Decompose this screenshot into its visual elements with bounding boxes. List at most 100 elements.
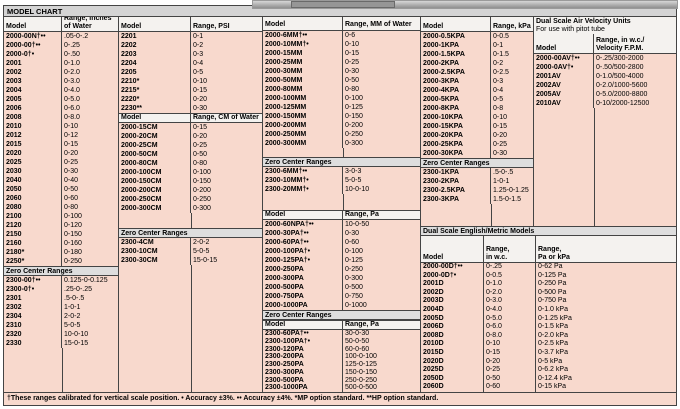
range-cell: 0-125 Pa — [538, 271, 567, 279]
model-cell: 2000-125MM — [263, 102, 343, 112]
model-cell: 2000-150CM — [119, 177, 191, 186]
model-cell: 2215* — [119, 86, 191, 95]
model-cell: 2000-10MM†• — [263, 39, 343, 49]
header-band-pa: Model Range, Pa — [263, 210, 420, 220]
english-metric-title: Dual Scale English/Metric Models — [421, 226, 676, 236]
model-cell: 2000-20CM — [119, 132, 191, 141]
table-row: 2005AV 0-5.0/2000-8800 — [534, 90, 676, 99]
column-header-model: Model — [263, 321, 343, 329]
model-cell: 2300-10CM — [119, 247, 191, 256]
model-cell: 2000-200CM — [119, 186, 191, 195]
table-row: 2025D 0-25 0-6.2 kPa — [421, 366, 676, 375]
range-cell: 0-2.5 kPa — [538, 340, 568, 348]
model-cell: 2050 — [4, 185, 62, 194]
model-cell: 2000-0†• — [4, 50, 62, 59]
model-cell: 2250* — [4, 257, 62, 266]
range-cell: 0-1 — [493, 42, 504, 49]
model-cell: 2201 — [119, 32, 191, 41]
table-row: 2202 0-2 — [119, 41, 262, 50]
table-row: 2000-100CM 0-100 — [119, 168, 262, 177]
range-cell: 10-0-10 — [345, 185, 370, 193]
column-header-range-kpa: Range, kPa — [493, 22, 531, 30]
range-cell: 0-100 — [64, 213, 82, 220]
table-row: 2030 0-30 — [4, 167, 118, 176]
model-cell: 2220* — [119, 95, 191, 104]
model-cell: 2000-3KPA — [421, 77, 491, 86]
top-scrollbar[interactable] — [252, 0, 678, 9]
model-cell: 2003D — [421, 297, 484, 306]
zero-center-ranges-bar: Zero Center Ranges — [119, 228, 262, 238]
table-row: 2000-60PA†•• 0-60 — [263, 238, 420, 247]
range-cell: 0-120 — [64, 222, 82, 229]
inches-rows: 2000-00N†•• .05-0-.2 2000-00†•• 0-.25 2000-0… — [4, 32, 118, 266]
column-header-range-cm: Range, CM of Water — [193, 114, 259, 121]
model-cell: 2004 — [4, 86, 62, 95]
model-cell: 2006 — [4, 104, 62, 113]
empty-cells — [263, 193, 420, 210]
table-row: 2000-30MM 0-30 — [263, 66, 420, 76]
range-cell: 50-0-50 — [345, 337, 370, 345]
column-header-model: Model — [421, 17, 491, 31]
model-cell: 2008 — [4, 113, 62, 122]
range-cell: 0-200 — [193, 187, 211, 194]
table-row: 2000-60NPA†•• 10-0-50 — [263, 220, 420, 229]
column-header-range-velocity: Range, in w.c./ Velocity F.P.M. — [596, 37, 645, 52]
range-cell: 0-1 — [193, 33, 204, 40]
table-row: 2003D 0-3.0 0-750 Pa — [421, 297, 676, 306]
range-cell: 0-0.5 — [484, 271, 536, 281]
range-cell: 0-160 — [64, 240, 82, 247]
range-cell: 0-1.5 — [493, 51, 509, 58]
table-row: 2000-125PA†• 0-125 — [263, 256, 420, 265]
model-cell: 2002D — [421, 288, 484, 298]
range-cell: 0-15 — [484, 348, 536, 358]
table-row: 2000-25CM 0-25 — [119, 141, 262, 150]
empty-cells — [119, 213, 262, 228]
model-cell: 2000-00D†•• — [421, 263, 484, 272]
range-cell: 150-0-150 — [345, 368, 377, 376]
column-group-kpa: Model Range, kPa 2000-0.5KPA 0-0.5 2000-1K… — [421, 17, 534, 226]
table-row: 2220* 0-20 — [119, 95, 262, 104]
table-row: 2020D 0-20 0-5 kPa — [421, 357, 676, 367]
table-row: 2000-50MM 0-50 — [263, 75, 420, 85]
range-cell: 0-10 — [64, 123, 79, 130]
scrollbar-thumb[interactable] — [291, 1, 395, 8]
model-cell: 2005D — [421, 314, 484, 324]
range-cell: 0-30 — [345, 67, 360, 75]
range-cell: 0-5 kPa — [538, 357, 563, 365]
table-row: 2300-100PA†• 50-0-50 — [263, 337, 420, 346]
table-row: 2000-150MM 0-150 — [263, 111, 420, 121]
table-row: 2304 2-0-2 — [4, 312, 118, 321]
range-cell: 0-250 — [345, 130, 363, 138]
range-cell: 0-750 Pa — [538, 297, 567, 305]
range-cell: 0-20 — [64, 150, 79, 157]
model-cell: 2025 — [4, 158, 62, 167]
table-row: 2000-2.5KPA 0-2.5 — [421, 68, 533, 77]
table-row: 2000-150CM 0-150 — [119, 177, 262, 186]
model-cell: 2160 — [4, 239, 62, 248]
range-cell: 0-5.0 — [484, 314, 536, 324]
range-cell: 0-20 — [193, 96, 208, 103]
model-cell: 2000-2KPA — [421, 59, 491, 68]
column-header-range-wc: Range, in w.c. — [484, 236, 536, 262]
table-row: 2330 15-0-15 — [4, 339, 118, 348]
range-cell: 0-6 — [345, 31, 356, 39]
model-cell: 2120 — [4, 221, 62, 230]
range-cell: 0-5.0 — [64, 96, 80, 103]
model-cell: 2000-6MM†•• — [263, 30, 343, 40]
model-cell: 2300-120PA — [263, 345, 343, 354]
range-cell: 30-0-30 — [345, 330, 370, 337]
table-row: 2000-1.5KPA 0-1.5 — [421, 50, 533, 59]
range-cell: .5-0-.5 — [493, 169, 514, 176]
model-cell: 2304 — [4, 312, 62, 321]
table-row: 2000-0†• 0-.50 — [4, 50, 118, 59]
column-header-range-inches: Range, Inches of Water — [64, 17, 112, 30]
range-cell: 5-0-5 — [193, 248, 210, 255]
range-cell: 0-150 — [345, 112, 363, 120]
table-row: 2000-100PA†• 0-100 — [263, 247, 420, 256]
model-cell: 2180* — [4, 248, 62, 257]
range-cell: 0-1.5 kPa — [538, 323, 568, 331]
range-cell: 0-300 — [345, 275, 363, 282]
range-cell: 0-1.0 — [484, 280, 536, 289]
table-row: 2025 0-25 — [4, 158, 118, 167]
table-row: 2000-250PA 0-250 — [263, 265, 420, 274]
